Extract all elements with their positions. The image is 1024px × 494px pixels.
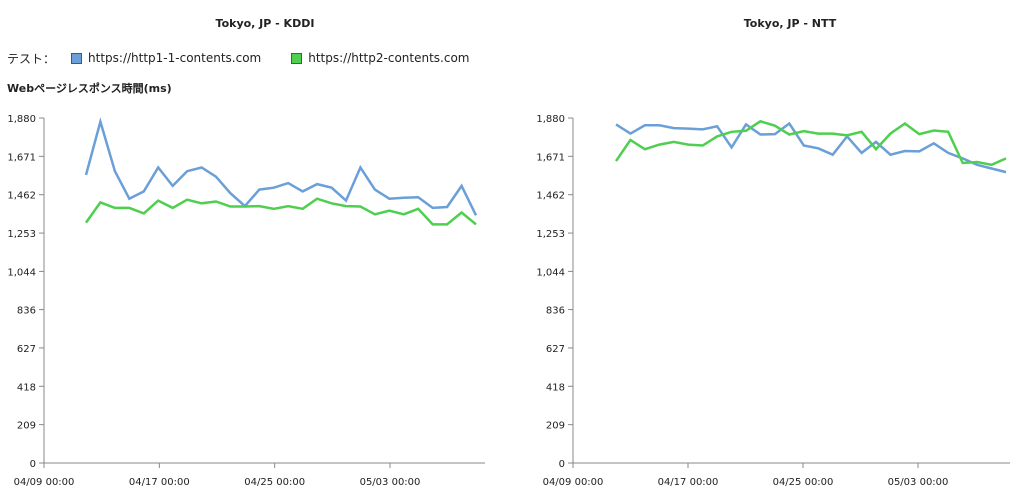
x-tick-label: 04/25 00:00 — [244, 477, 305, 488]
legend: テスト： https://http1-1-contents.com https:… — [7, 50, 499, 66]
x-tick-label: 04/25 00:00 — [773, 477, 834, 488]
chart-panel-2: Tokyo, JP - NTT 1,880 1,671 1,462 1,253 1,044… — [536, 17, 1010, 488]
series-line-http1 — [84, 117, 478, 216]
series-line-http2 — [614, 119, 1007, 167]
y-tick-label: 209 — [17, 421, 36, 432]
legend-swatch-http2 — [291, 52, 303, 64]
legend-text-http2: https://http2-contents.com — [308, 51, 470, 65]
legend-label: テスト： — [7, 51, 56, 66]
y-tick-label: 418 — [546, 382, 565, 393]
y-tick-label: 1,880 — [536, 114, 565, 125]
chart-title: Tokyo, JP - NTT — [744, 17, 837, 30]
x-tick-label: 04/09 00:00 — [14, 477, 75, 488]
y-tick-label: 1,044 — [7, 267, 36, 278]
y-tick-label: 1,044 — [536, 267, 565, 278]
x-tick-label: 04/17 00:00 — [129, 477, 190, 488]
series-line-http2 — [84, 197, 477, 226]
y-tick-label: 1,253 — [536, 229, 565, 240]
y-tick-label: 1,671 — [536, 152, 565, 163]
y-tick-label: 1,462 — [536, 191, 565, 202]
metric-title: Webページレスポンス時間(ms) — [7, 82, 172, 95]
y-tick-label: 0 — [559, 459, 565, 470]
y-tick-label: 209 — [546, 421, 565, 432]
legend-item-http1[interactable]: https://http1-1-contents.com — [71, 51, 261, 65]
y-tick-label: 627 — [546, 344, 565, 355]
chart-title: Tokyo, JP - KDDI — [216, 17, 315, 30]
legend-item-http2[interactable]: https://http2-contents.com — [291, 51, 469, 65]
x-tick-label: 04/09 00:00 — [543, 477, 604, 488]
legend-swatch-http1 — [71, 52, 83, 64]
y-tick-label: 0 — [30, 459, 36, 470]
x-tick-label: 04/17 00:00 — [658, 477, 719, 488]
y-tick-label: 1,671 — [7, 152, 36, 163]
series-line-http1 — [615, 121, 1007, 174]
y-tick-label: 836 — [546, 306, 565, 317]
y-tick-label: 1,253 — [7, 229, 36, 240]
x-tick-label: 05/03 00:00 — [888, 477, 949, 488]
x-tick-label: 05/03 00:00 — [360, 477, 421, 488]
y-tick-label: 418 — [17, 382, 36, 393]
y-tick-label: 627 — [17, 344, 36, 355]
y-tick-label: 1,880 — [7, 114, 36, 125]
y-tick-label: 1,462 — [7, 191, 36, 202]
y-tick-label: 836 — [17, 306, 36, 317]
chart-panel-1: Tokyo, JP - KDDI 1,880 1,671 1,462 1,253 1,04… — [7, 17, 485, 488]
legend-text-http1: https://http1-1-contents.com — [88, 51, 262, 65]
